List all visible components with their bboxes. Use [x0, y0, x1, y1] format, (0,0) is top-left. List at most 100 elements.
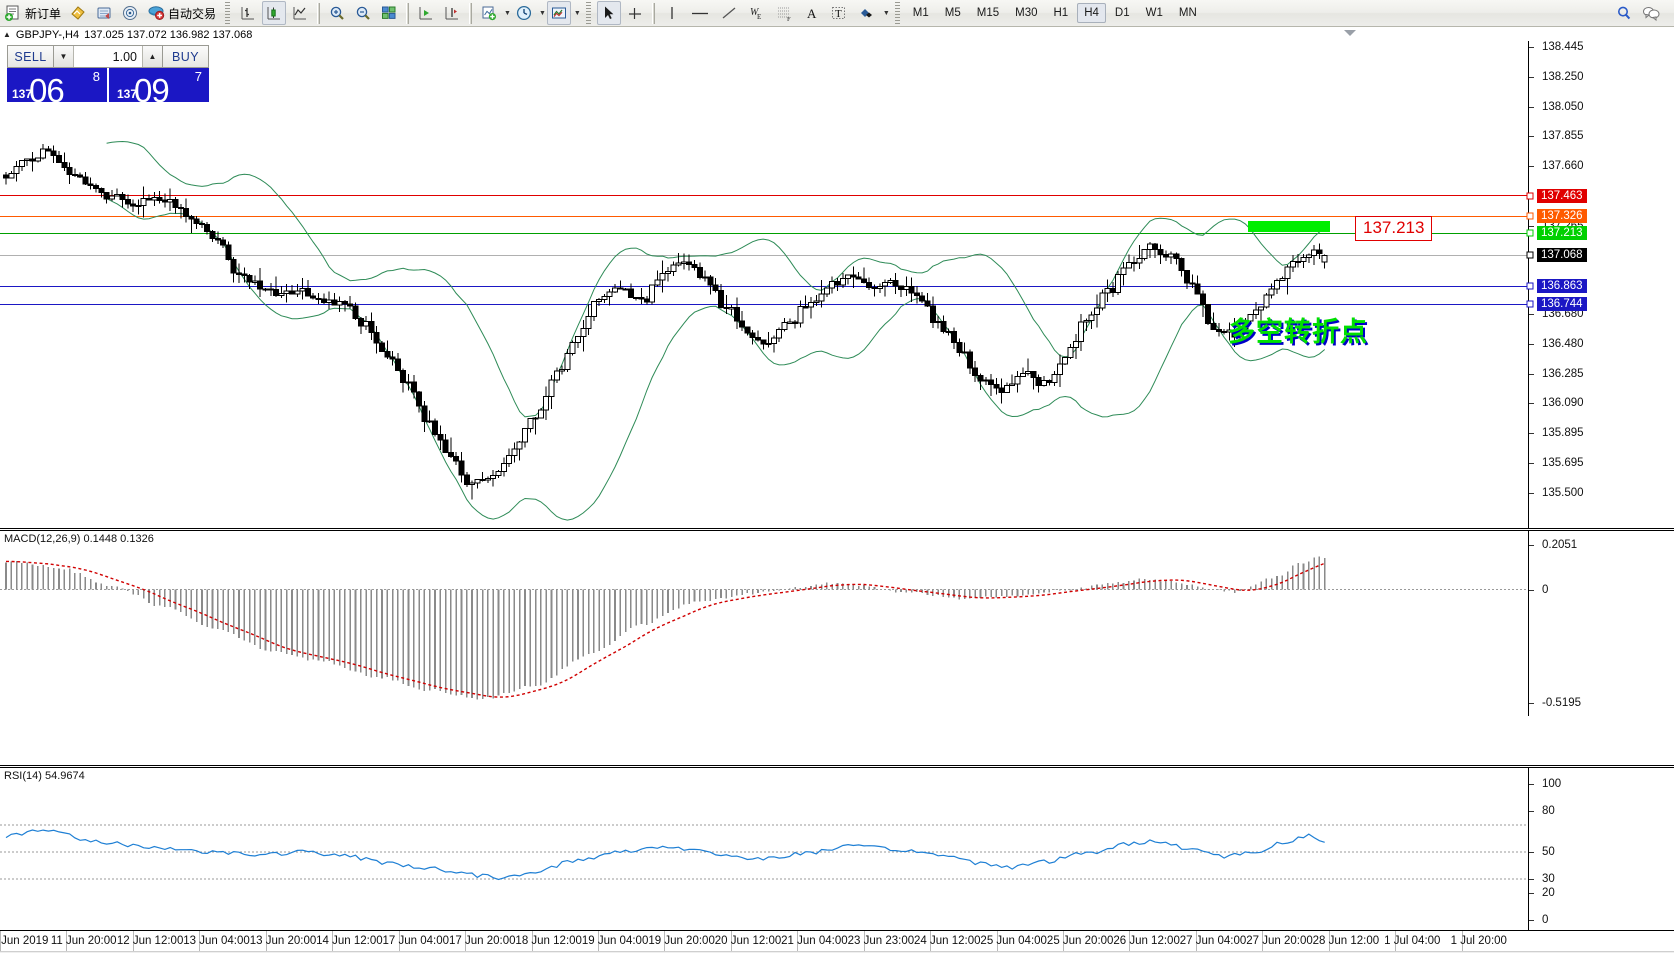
rsi-scale-axis[interactable]: 100 80 50 30 20 0	[1528, 768, 1674, 930]
data-window-icon[interactable]	[92, 1, 116, 25]
scroll-position-marker[interactable]	[1344, 30, 1356, 36]
time-axis-label: 25 Jun 04:00	[980, 935, 1047, 947]
candlestick-chart-icon[interactable]	[262, 1, 287, 25]
price-box-annotation: 137.213	[1355, 216, 1433, 241]
elliott-wave-icon[interactable]: W E	[744, 1, 770, 25]
sell-button[interactable]: SELL	[7, 45, 54, 68]
macd-scale-axis[interactable]: 0.2051 0 -0.5195	[1528, 531, 1674, 716]
price-level-label[interactable]: 136.744	[1537, 297, 1587, 312]
tile-windows-icon[interactable]	[377, 1, 401, 25]
price-level-label[interactable]: 137.326	[1537, 209, 1587, 224]
bar-chart-icon[interactable]	[236, 1, 260, 25]
volume-dropdown-icon[interactable]: ▼	[54, 46, 74, 67]
price-tick	[1529, 76, 1534, 78]
volume-increment-icon[interactable]: ▲	[142, 46, 162, 67]
indicators-icon[interactable]	[546, 1, 571, 25]
buy-price-fraction: 7	[194, 69, 202, 84]
price-tick	[1529, 403, 1534, 405]
price-level-label[interactable]: 137.213	[1537, 226, 1587, 241]
autotrade-label: 自动交易	[168, 6, 217, 21]
price-scale-axis[interactable]: 138.445 138.250 138.050 137.855 137.660 137.2…	[1526, 41, 1674, 528]
zoom-out-icon[interactable]	[351, 1, 375, 25]
rsi-tick	[1529, 920, 1534, 921]
fibonacci-icon[interactable]: F	[772, 1, 798, 25]
rsi-tick	[1529, 784, 1534, 785]
macd-plot-area[interactable]	[0, 531, 1528, 716]
chat-icon[interactable]	[1638, 1, 1664, 25]
find-icon[interactable]	[1612, 1, 1636, 25]
new-order-icon[interactable]: 新订单	[1, 1, 64, 25]
price-level-handle[interactable]	[1526, 212, 1534, 220]
window-bottom-edge	[0, 951, 1674, 953]
price-plot-area[interactable]	[0, 41, 1528, 528]
horizontal-line-icon[interactable]	[686, 1, 714, 25]
price-level-handle[interactable]	[1526, 251, 1534, 259]
cursor-icon[interactable]	[596, 1, 621, 25]
auto-scroll-icon[interactable]	[440, 1, 464, 25]
buy-price-integer: 137	[117, 87, 138, 101]
toolbar-divider-2	[317, 2, 321, 24]
buy-price-quote[interactable]: 137 09 7	[109, 68, 209, 102]
volume-value[interactable]: 1.00	[74, 46, 142, 67]
templates-icon[interactable]	[477, 1, 501, 25]
time-axis-label: 20 Jun 12:00	[714, 935, 782, 947]
shift-end-icon[interactable]	[414, 1, 438, 25]
price-level-handle[interactable]	[1526, 300, 1534, 308]
buy-price-pips: 09	[134, 72, 170, 102]
macd-tick	[1529, 589, 1534, 591]
price-level-handle[interactable]	[1526, 282, 1534, 290]
shapes-dropdown-icon[interactable]: ▼	[882, 9, 890, 17]
time-axis-divider	[1195, 931, 1197, 953]
price-tick	[1529, 432, 1534, 434]
period-icon[interactable]	[512, 1, 536, 25]
timeframe-h4[interactable]: H4	[1077, 3, 1106, 23]
price-tick	[1529, 47, 1534, 48]
time-axis-divider	[930, 931, 932, 953]
timeframe-m30[interactable]: M30	[1015, 7, 1038, 19]
expert-advisors-icon[interactable]	[66, 1, 90, 25]
line-chart-icon[interactable]	[288, 1, 312, 25]
time-axis-divider	[863, 931, 865, 953]
collapse-triangle-icon[interactable]: ▲	[3, 30, 11, 39]
time-axis-label: 18 Jun 12:00	[515, 935, 582, 947]
macd-tick	[1529, 703, 1534, 704]
period-dropdown-icon[interactable]: ▼	[538, 9, 546, 17]
sell-price-quote[interactable]: 137 06 8	[7, 68, 107, 102]
price-tick-label: 137.855	[1542, 130, 1584, 143]
turning-point-annotation: 多空转折点	[1228, 317, 1368, 348]
timeframe-m5[interactable]: M5	[944, 7, 961, 19]
price-level-handle[interactable]	[1526, 192, 1534, 200]
macd-tick-label: -0.5195	[1542, 697, 1582, 709]
macd-chart-svg	[0, 556, 1528, 700]
zoom-in-icon[interactable]	[325, 1, 349, 25]
rsi-plot-area[interactable]	[0, 768, 1528, 930]
volume-stepper[interactable]: ▼ 1.00 ▲	[54, 45, 162, 68]
text-label-icon[interactable]: T	[826, 1, 852, 25]
timeframe-h1[interactable]: H1	[1053, 7, 1069, 19]
timeframe-d1[interactable]: D1	[1114, 7, 1130, 19]
text-icon[interactable]: A	[800, 1, 824, 25]
autotrade-icon[interactable]: 自动交易	[144, 1, 219, 25]
timeframe-w1[interactable]: W1	[1145, 7, 1163, 19]
buy-button[interactable]: BUY	[162, 45, 209, 68]
time-axis-label: 1 Jul 20:00	[1450, 935, 1507, 947]
rsi-tick	[1529, 879, 1534, 881]
shapes-icon[interactable]	[854, 1, 880, 25]
vertical-line-icon[interactable]	[660, 1, 684, 25]
price-level-label[interactable]: 137.463	[1537, 188, 1587, 203]
navigator-icon[interactable]	[118, 1, 142, 25]
time-axis-label: 26 Jun 12:00	[1113, 935, 1180, 947]
trendline-icon[interactable]	[716, 1, 742, 25]
crosshair-icon[interactable]	[623, 1, 647, 25]
price-level-handle[interactable]	[1526, 229, 1534, 237]
timeframe-m1[interactable]: M1	[912, 7, 929, 19]
templates-dropdown-icon[interactable]: ▼	[504, 9, 511, 17]
price-level-label[interactable]: 136.863	[1537, 279, 1587, 294]
macd-tick	[1529, 545, 1534, 546]
indicators-dropdown-icon[interactable]: ▼	[573, 9, 581, 17]
timeframe-m15[interactable]: M15	[976, 7, 1000, 19]
timeframe-mn[interactable]: MN	[1178, 7, 1197, 19]
price-level-label[interactable]: 137.068	[1537, 248, 1587, 263]
time-axis-divider	[531, 931, 533, 953]
